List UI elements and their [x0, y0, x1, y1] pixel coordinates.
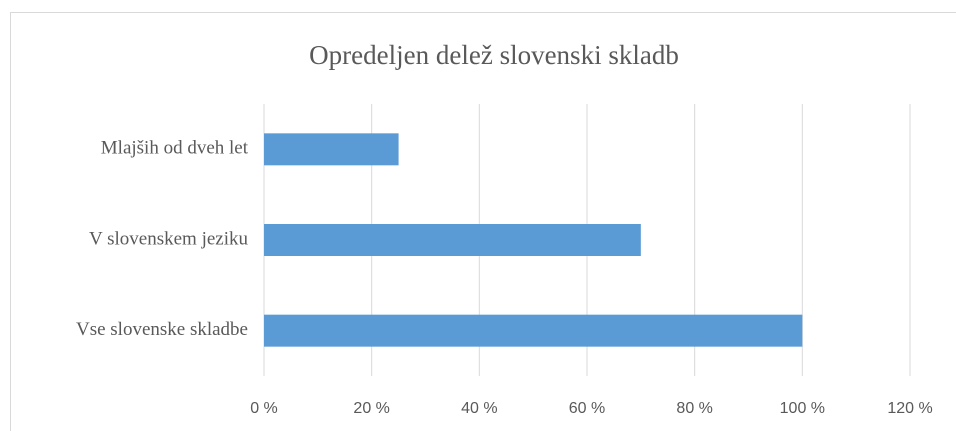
- x-tick-label: 120 %: [887, 400, 932, 417]
- chart-border: [10, 12, 956, 431]
- bar: [264, 133, 399, 166]
- x-tick-label: 60 %: [569, 400, 605, 417]
- bar: [264, 314, 803, 347]
- y-tick-label: Vse slovenske skladbe: [76, 319, 248, 340]
- y-tick-label: Mlajših od dveh let: [101, 138, 249, 159]
- y-tick-label: V slovenskem jeziku: [89, 228, 249, 249]
- x-tick-label: 0 %: [250, 400, 278, 417]
- x-tick-label: 80 %: [676, 400, 712, 417]
- x-tick-label: 40 %: [461, 400, 497, 417]
- x-tick-label: 100 %: [780, 400, 825, 417]
- chart-title: Opredeljen delež slovenski skladb: [309, 40, 679, 70]
- x-tick-label: 20 %: [353, 400, 389, 417]
- bar: [264, 224, 641, 256]
